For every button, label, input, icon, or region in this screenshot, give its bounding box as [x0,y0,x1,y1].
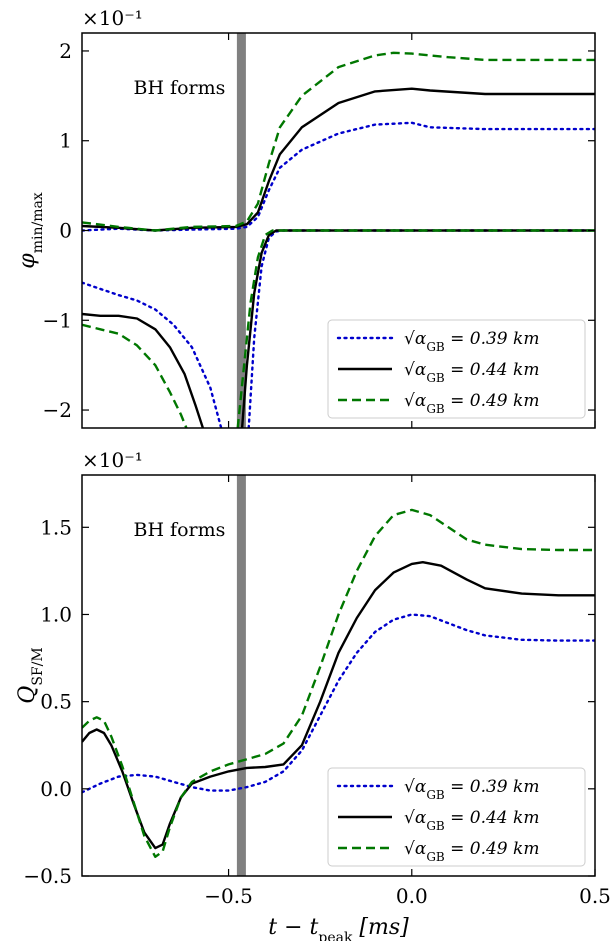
bottom-plot-area [82,508,595,858]
bottom-legend-box [327,767,586,867]
top-series-2-line-1 [82,87,595,232]
top-bh-formation-band [236,33,246,428]
top-annotation: BH forms [133,77,225,99]
bottom-ytick-label: 0.0 [40,777,72,801]
top-scale-label: ×10⁻¹ [82,6,143,30]
bottom-scale-label: ×10⁻¹ [82,448,143,472]
bottom-xtick-label: −0.5 [204,884,253,908]
bottom-ytick-label: 1.5 [40,515,72,539]
top-legend-label-3: √αGB = 0.49 km [404,391,539,416]
charge-panel: −0.5 0.0 0.5 1.0 1.5 −0.5 0.0 0.5 ×10⁻¹ BH forms Q… [15,448,611,941]
phi-panel: −2 −1 0 1 2 ×10⁻¹ BH forms φmin/max √αGB = 0.39 … [15,6,596,429]
bottom-legend-label-1: √αGB = 0.39 km [404,777,539,802]
top-ytick-label: 2 [59,39,72,63]
top-legend-box [327,319,586,419]
bottom-series-3-line-1 [82,508,595,858]
top-series-2-line-3 [240,229,595,428]
top-legend-label-1: √αGB = 0.39 km [404,329,539,354]
bottom-ytick-label: 1.0 [40,602,72,626]
bottom-ylabel: QSF/M [15,647,46,703]
bottom-series-1-line-1 [82,613,595,794]
top-legend-label-2: √αGB = 0.44 km [404,360,539,385]
top-series-3-line-1 [82,51,595,232]
top-ylabel: φmin/max [15,192,46,269]
bottom-legend-label-2: √αGB = 0.44 km [404,808,539,833]
bottom-ytick-label: 0.5 [40,690,72,714]
bottom-series-2-line-1 [82,561,595,850]
bottom-axes-frame [81,474,596,877]
top-legend: √αGB = 0.39 km √αGB = 0.44 km √αGB = 0.49 … [327,319,586,419]
top-series-3-line-2 [82,323,188,428]
top-ytick-label: 0 [59,219,72,243]
bottom-xlabel: t − tpeak [ms] [268,915,409,941]
bottom-xtick-label: 0.0 [396,884,428,908]
bottom-annotation: BH forms [133,519,225,541]
bottom-legend-label-3: √αGB = 0.49 km [404,839,539,864]
bottom-ytick-label: −0.5 [23,864,72,888]
bottom-bh-formation-band [236,475,246,876]
top-ytick-label: −2 [43,398,72,422]
bottom-legend: √αGB = 0.39 km √αGB = 0.44 km √αGB = 0.49 … [327,767,586,867]
top-series-2-line-2 [82,312,205,428]
top-ytick-label: −1 [43,308,72,332]
top-series-1-line-2 [82,281,223,428]
top-plot-area [82,51,595,428]
bottom-xtick-label: 0.5 [579,884,611,908]
top-series-1-line-1 [82,121,595,232]
top-series-3-line-3 [236,229,595,428]
top-ytick-label: 1 [59,129,72,153]
